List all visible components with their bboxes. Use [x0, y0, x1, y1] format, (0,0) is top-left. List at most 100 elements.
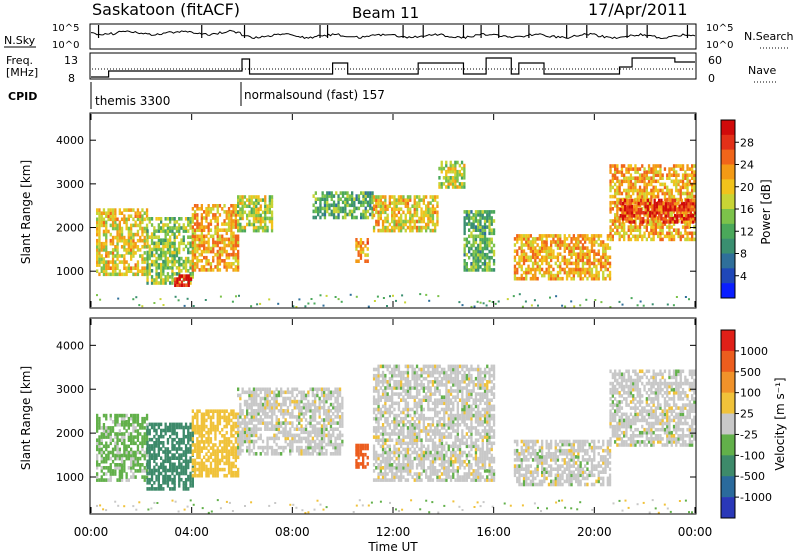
echo-cell	[105, 266, 108, 270]
echo-cell	[648, 201, 652, 206]
power-panel-frame	[89, 112, 697, 309]
echo-cell	[335, 191, 338, 195]
echo-cell	[629, 167, 633, 171]
echo-cell	[282, 412, 285, 416]
echo-cell	[404, 222, 407, 227]
echo-cell	[127, 229, 130, 234]
echo-cell	[677, 191, 680, 196]
echo-cell	[203, 237, 206, 242]
echo-cell	[180, 283, 184, 287]
echo-cell	[348, 212, 351, 217]
echo-cell	[391, 225, 394, 230]
echo-cell	[692, 198, 695, 203]
echo-cell	[516, 270, 519, 275]
echo-cell	[164, 266, 167, 270]
nsearch-label: N.Search	[744, 30, 794, 43]
echo-cell	[327, 390, 330, 395]
echo-cell	[237, 436, 240, 441]
echo-cell	[150, 217, 154, 221]
echo-cell	[609, 231, 612, 236]
echo-cell	[173, 444, 176, 448]
echo-cell	[427, 201, 430, 205]
echo-cell	[225, 249, 228, 254]
echo-cell	[134, 272, 137, 277]
echo-cell	[384, 219, 387, 224]
echo-cell	[671, 217, 674, 221]
speckle-cell	[235, 295, 237, 298]
echo-cell	[193, 449, 197, 453]
echo-cell	[660, 204, 663, 209]
echo-cell	[671, 220, 674, 224]
echo-cell	[404, 198, 407, 202]
echo-cell	[216, 259, 219, 263]
echo-cell	[232, 231, 235, 236]
echo-cell	[264, 228, 267, 233]
echo-cell	[627, 170, 630, 174]
echo-cell	[684, 222, 687, 226]
echo-cell	[200, 249, 203, 254]
echo-cell	[225, 243, 228, 248]
echo-cell	[684, 176, 687, 180]
echo-cell	[411, 219, 414, 224]
echo-cell	[490, 222, 493, 226]
echo-cell	[252, 430, 256, 435]
echo-cell	[563, 240, 566, 244]
echo-cell	[327, 405, 330, 410]
echo-cell	[198, 252, 201, 257]
nave-tick-low: 0	[708, 72, 715, 85]
echo-cell	[563, 258, 566, 263]
echo-cell	[409, 195, 412, 199]
echo-cell	[638, 225, 642, 229]
echo-cell	[609, 237, 612, 242]
echo-cell	[241, 216, 244, 221]
echo-cell	[415, 210, 419, 215]
echo-cell	[266, 445, 269, 450]
echo-cell	[481, 216, 484, 220]
echo-cell	[289, 415, 292, 419]
echo-cell	[196, 437, 199, 441]
echo-cell	[346, 194, 349, 198]
echo-cell	[191, 477, 194, 482]
echo-cell	[259, 222, 262, 227]
echo-cell	[377, 216, 380, 221]
echo-cell	[375, 420, 378, 424]
echo-cell	[413, 210, 416, 215]
echo-cell	[246, 402, 249, 407]
echo-cell	[677, 197, 680, 202]
echo-cell	[486, 265, 489, 269]
echo-cell	[187, 434, 190, 439]
echo-cell	[372, 386, 376, 390]
echo-cell	[377, 201, 380, 205]
echo-cell	[173, 250, 176, 255]
echo-cell	[479, 225, 482, 229]
echo-cell	[327, 396, 330, 401]
echo-cell	[623, 222, 626, 226]
echo-cell	[451, 176, 455, 180]
echo-cell	[189, 223, 192, 227]
echo-cell	[157, 474, 160, 479]
echo-cell	[298, 427, 301, 431]
echo-cell	[570, 252, 573, 256]
echo-cell	[474, 246, 478, 251]
echo-cell	[143, 426, 146, 430]
echo-cell	[563, 246, 566, 250]
echo-cell	[325, 399, 328, 404]
echo-cell	[474, 255, 478, 260]
echo-cell	[673, 207, 677, 212]
echo-cell	[639, 217, 643, 221]
echo-cell	[488, 262, 491, 266]
echo-cell	[191, 234, 194, 239]
echo-cell	[588, 267, 591, 272]
echo-cell	[547, 246, 551, 250]
echo-cell	[223, 461, 226, 466]
echo-cell	[96, 241, 99, 246]
echo-cell	[169, 434, 172, 439]
echo-cell	[529, 267, 532, 272]
echo-cell	[409, 228, 412, 233]
echo-cell	[513, 276, 517, 281]
echo-cell	[255, 415, 258, 419]
echo-cell	[351, 191, 354, 195]
echo-cell	[477, 243, 480, 248]
echo-cell	[518, 276, 521, 281]
echo-cell	[255, 387, 258, 392]
